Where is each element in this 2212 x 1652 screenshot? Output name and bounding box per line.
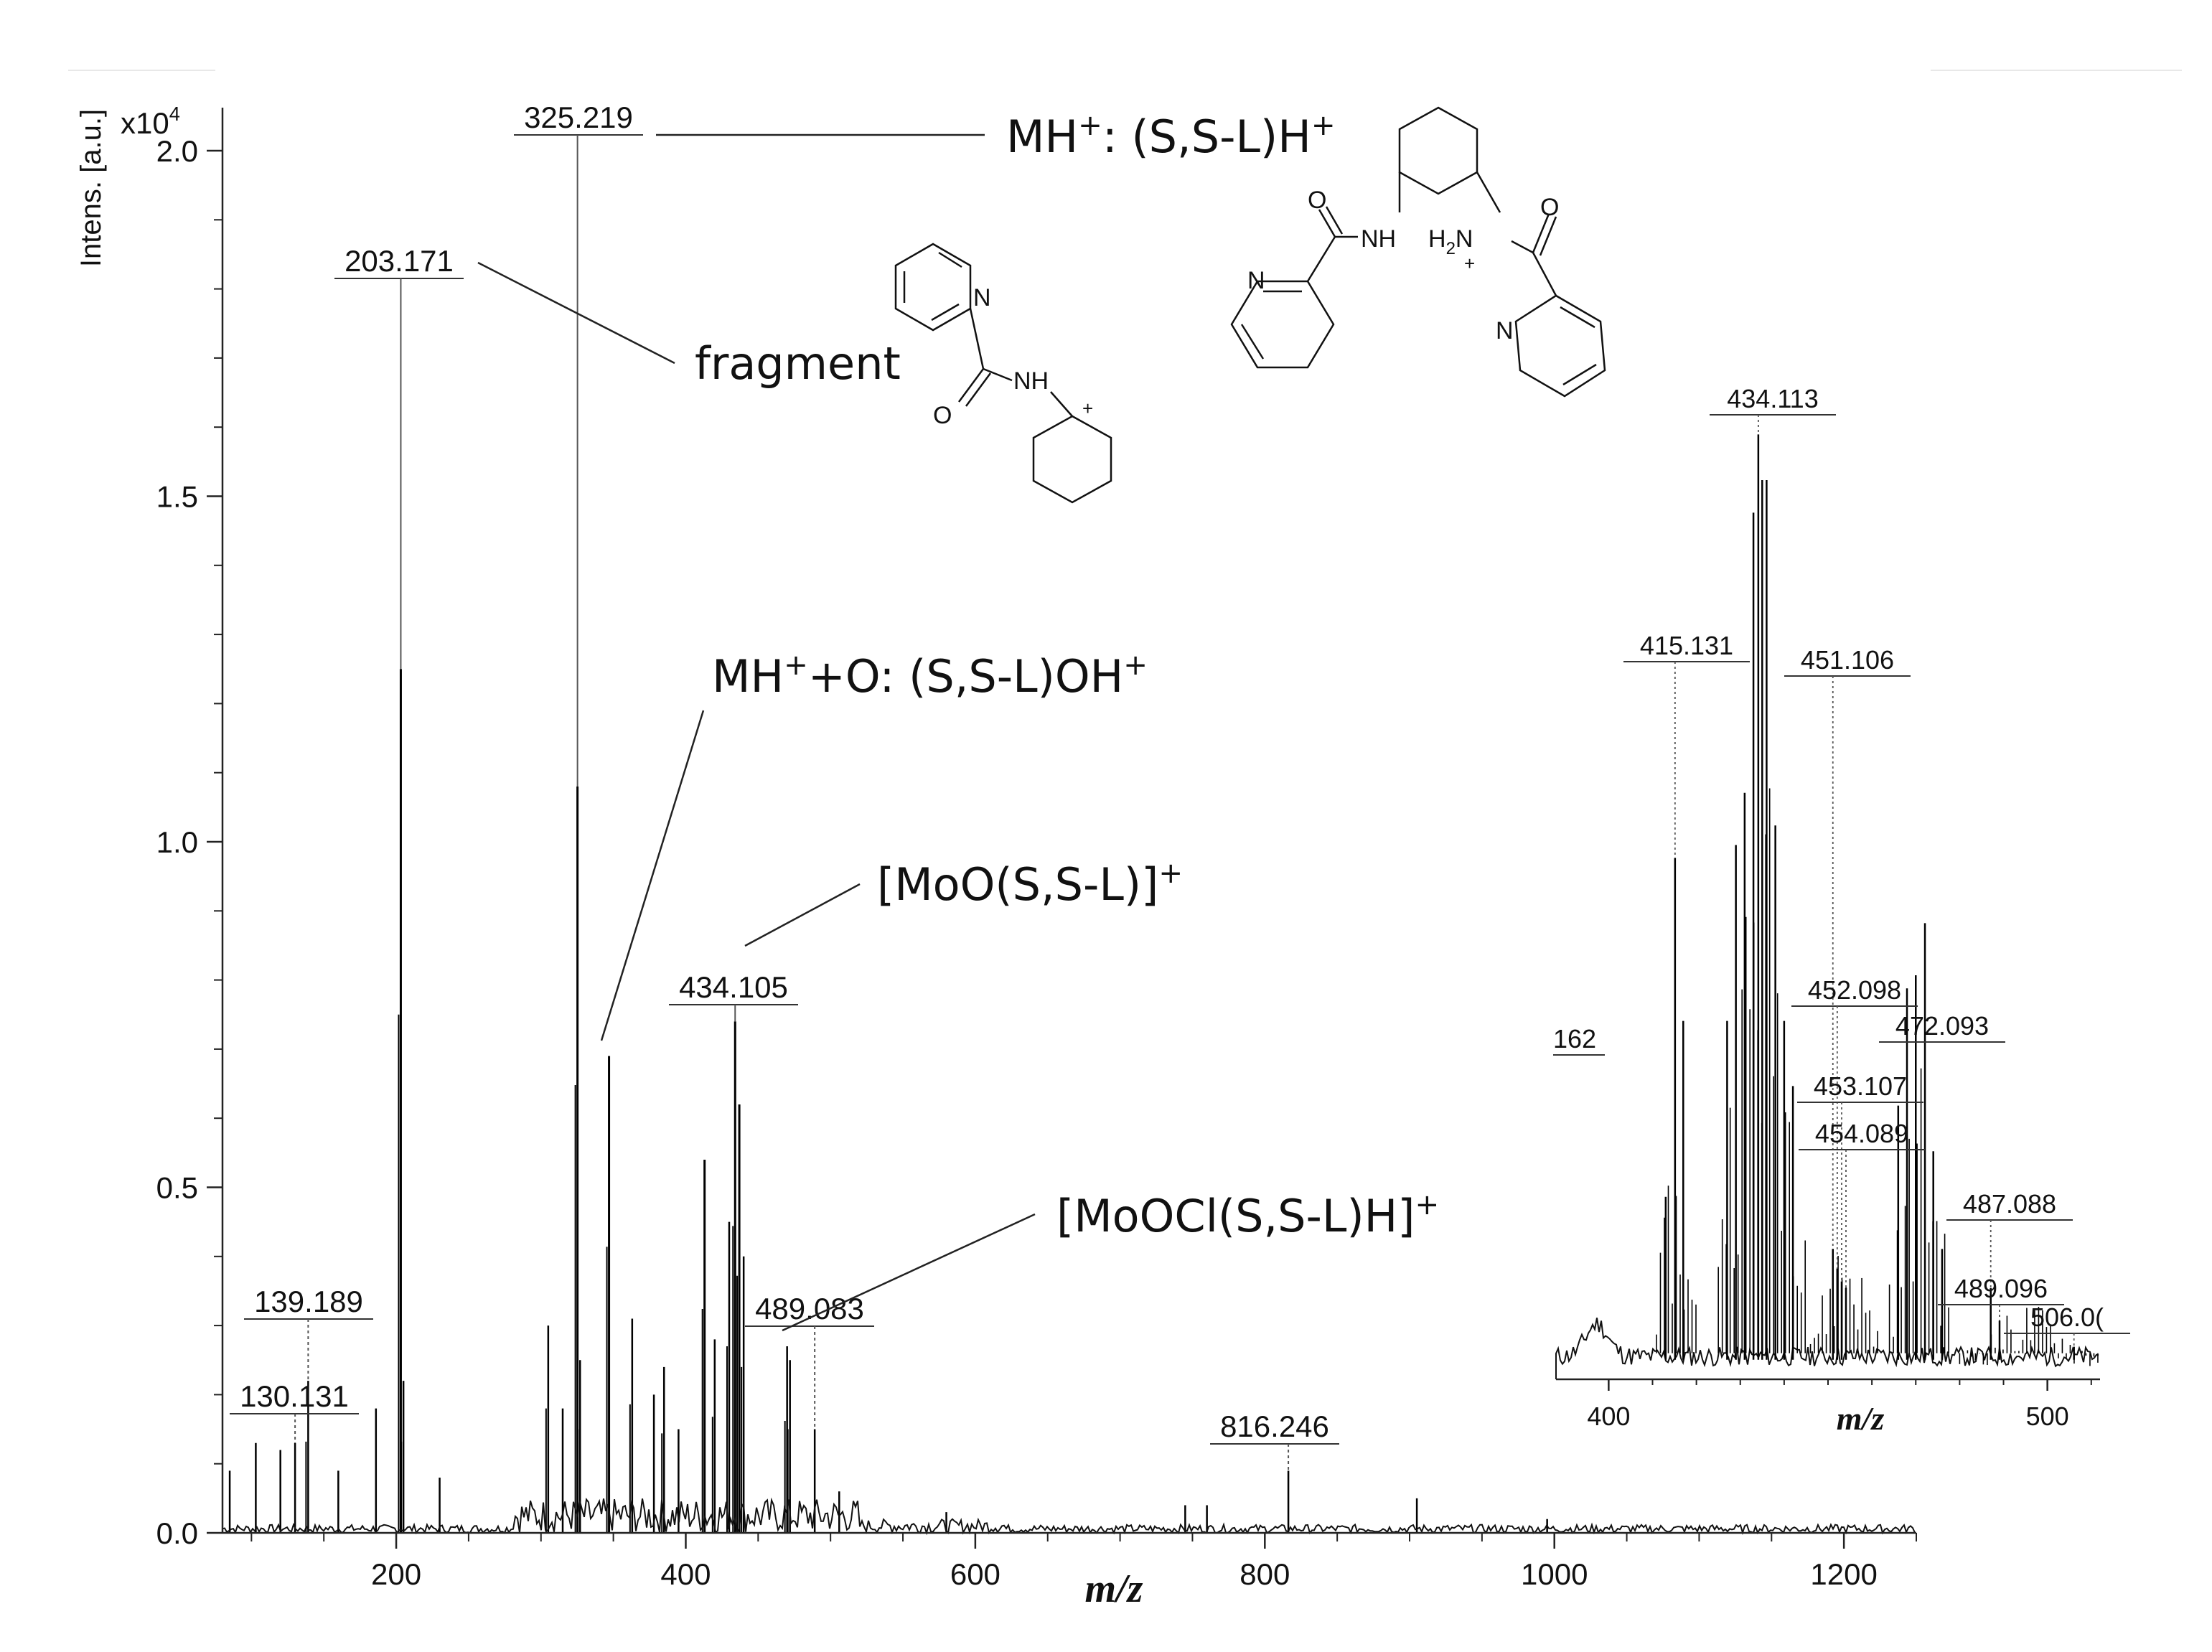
ligand-bond-right-ring	[1532, 252, 1557, 296]
x-tick-label: 1000	[1521, 1557, 1588, 1591]
peak-label: 489.083	[755, 1292, 864, 1325]
annotation-mho: MH++O: (S,S-L)OH+	[712, 648, 1148, 703]
peak-label: 203.171	[345, 244, 454, 278]
baseline-noise-trace	[222, 1497, 1916, 1536]
main-plot: 200 400 600 800 1000 1200 0.0 0.5 1.0 1.5 2.0 130.…	[75, 100, 1917, 1611]
inset-peak-label: 452.098	[1808, 975, 1901, 1005]
inset-x-axis-title: m/z	[1837, 1400, 1885, 1437]
ligand-o-right-label: O	[1540, 194, 1559, 221]
ligand-n-left-label: N	[1247, 267, 1265, 294]
peak-label: 434.105	[679, 970, 788, 1004]
ligand-right-pyridine-double-2	[1562, 363, 1597, 386]
inset-peak-label: 434.113	[1727, 384, 1818, 413]
ligand-bond-right-o-2	[1539, 216, 1557, 256]
ligand-right-pyridine	[1514, 294, 1606, 398]
leader-moo	[744, 883, 861, 947]
fragment-ring-double-1	[938, 251, 962, 268]
x-tick-label: 200	[371, 1557, 421, 1591]
main-peaks	[228, 669, 1548, 1533]
inset-plot: 400 500 415.131 434.113 451.106 452.098 453.1…	[1553, 384, 2130, 1437]
main-axes: 200 400 600 800 1000 1200 0.0 0.5 1.0 1.5 2.0	[156, 108, 1917, 1591]
leader-mho	[600, 710, 705, 1041]
ligand-left-pyridine	[1230, 280, 1335, 369]
fragment-bond-carbonyl	[969, 308, 985, 370]
ligand-structure	[1230, 106, 1606, 398]
peak-label: 816.246	[1220, 1409, 1329, 1443]
inset-peak-label: 487.088	[1963, 1189, 2056, 1219]
ligand-nh-label: NH	[1361, 225, 1396, 253]
ligand-bond-left-o	[1318, 209, 1336, 238]
x-tick-label: 400	[660, 1557, 711, 1591]
fragment-bond-nc	[1050, 391, 1073, 417]
annotation-leaders	[477, 133, 1036, 1332]
ligand-h2n-label: H2N	[1428, 225, 1473, 258]
annotation-fragment: fragment	[695, 337, 901, 390]
fragment-bond-co-2	[965, 372, 992, 407]
leader-fragment	[477, 261, 675, 365]
main-peak-labels: 130.131 139.189 203.171 325.219 434.105 489.0…	[230, 100, 1339, 1471]
y-axis-title: Intens. [a.u.]	[75, 109, 107, 267]
ligand-bond-right-n	[1476, 172, 1501, 213]
y-tick-label: 1.5	[156, 480, 198, 514]
inset-axes: 400 500	[1556, 1378, 2100, 1431]
fragment-structure	[894, 243, 1112, 504]
y-tick-label: 0.0	[156, 1516, 198, 1550]
peak-label: 130.131	[240, 1379, 349, 1413]
inset-peak-label: 454.089	[1815, 1119, 1908, 1148]
fragment-bond-co	[957, 368, 985, 403]
fragment-pyridine-ring	[894, 243, 972, 332]
ligand-cyclohexane-ring	[1398, 106, 1478, 195]
inset-peak-labels: 415.131 434.113 451.106 452.098 453.107 454.0…	[1623, 384, 2130, 1347]
main-baseline-noise	[222, 1497, 1916, 1536]
fragment-cyclohexyl-ring	[1032, 415, 1112, 504]
inset-peak-label: 506.0(	[2030, 1303, 2104, 1332]
y-multiplier: x104	[121, 103, 180, 140]
ligand-left-pyridine-double-2	[1240, 324, 1265, 360]
x-tick-label: 1200	[1810, 1557, 1877, 1591]
inset-peak-label: 472.093	[1895, 1011, 1989, 1041]
inset-x-tick-label: 500	[2026, 1402, 2069, 1431]
fragment-ring-double-3	[931, 303, 960, 322]
y-tick-label: 0.5	[156, 1171, 198, 1205]
y-tick-label: 1.0	[156, 825, 198, 859]
ligand-o-left-label: O	[1308, 187, 1326, 214]
fragment-n-label: N	[973, 284, 991, 311]
inset-baseline-trace	[1555, 1318, 2099, 1379]
ligand-bond-right-c	[1511, 240, 1534, 254]
ligand-bond-left-o-2	[1325, 206, 1344, 235]
fragment-nh-label: NH	[1013, 367, 1049, 395]
inset-peak-label: 453.107	[1814, 1071, 1907, 1101]
ligand-plus-label: +	[1464, 253, 1475, 274]
ligand-right-pyridine-double-1	[1560, 306, 1595, 329]
peak-label: 325.219	[524, 100, 633, 134]
x-tick-label: 600	[950, 1557, 1000, 1591]
inset-cut-label: 162	[1553, 1024, 1596, 1053]
ligand-bond-right-o	[1532, 213, 1550, 253]
peak-label: 139.189	[254, 1285, 363, 1318]
inset-x-tick-label: 400	[1587, 1402, 1630, 1431]
fragment-bond-cn	[983, 367, 1013, 382]
inset-peak-label: 451.106	[1801, 645, 1894, 675]
ligand-n-right-label: N	[1496, 317, 1514, 344]
inset-peaks	[1555, 434, 2099, 1379]
x-tick-label: 800	[1239, 1557, 1290, 1591]
leader-moocl	[782, 1213, 1036, 1332]
annotation-moocl: [MoOCl(S,S-L)H]+	[1056, 1188, 1439, 1242]
inset-peak-label: 415.131	[1640, 631, 1733, 660]
x-axis-title: m/z	[1085, 1567, 1143, 1611]
y-tick-label: 2.0	[156, 134, 198, 168]
fragment-plus-label: +	[1082, 398, 1093, 419]
annotation-moo: [MoO(S,S-L)]+	[877, 856, 1183, 911]
inset-peak-label: 489.096	[1954, 1274, 2048, 1303]
fragment-o-label: O	[933, 402, 952, 429]
annotation-mh: MH+: (S,S-L)H+	[1006, 108, 1336, 163]
ligand-bond-left-ring	[1306, 236, 1336, 282]
